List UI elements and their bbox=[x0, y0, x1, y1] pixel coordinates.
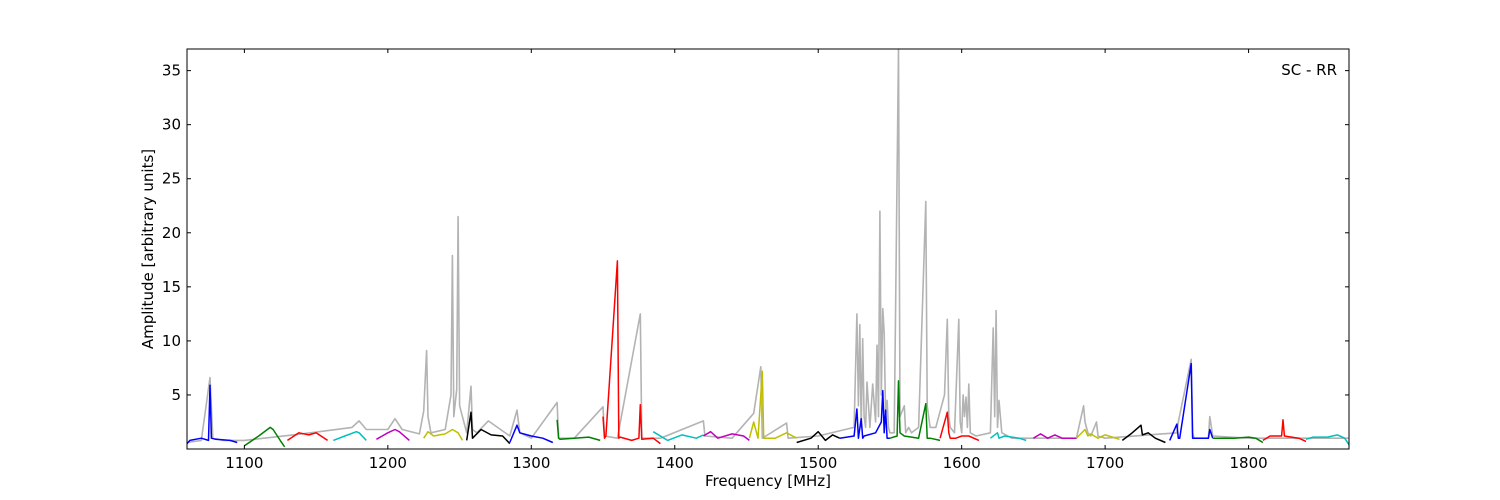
spectrum-segment-13 bbox=[748, 370, 798, 439]
spectrum-segment-24 bbox=[1262, 419, 1307, 443]
y-tick-label: 10 bbox=[162, 332, 181, 350]
x-tick-label: 1500 bbox=[799, 454, 837, 472]
x-tick-label: 1600 bbox=[943, 454, 981, 472]
spectrum-segment-15 bbox=[839, 389, 890, 439]
x-tick-label: 1200 bbox=[369, 454, 407, 472]
spectrum-segment-11 bbox=[652, 431, 704, 442]
plot-annotation: SC - RR bbox=[1281, 61, 1337, 79]
spectrum-segment-6 bbox=[423, 428, 464, 441]
spectrum-segment-3 bbox=[286, 432, 329, 442]
spectrum-segment-22 bbox=[1169, 362, 1214, 441]
spectrum-segment-23 bbox=[1212, 436, 1264, 444]
spectrum-segment-17 bbox=[939, 411, 980, 442]
x-tick-label: 1300 bbox=[512, 454, 550, 472]
spectrum-segment-19 bbox=[1033, 433, 1077, 439]
x-tick-label: 1100 bbox=[225, 454, 263, 472]
y-tick-label: 25 bbox=[162, 170, 181, 188]
x-tick-label: 1800 bbox=[1229, 454, 1267, 472]
x-tick-label: 1700 bbox=[1086, 454, 1124, 472]
y-tick-label: 20 bbox=[162, 224, 181, 242]
x-tick-label: 1400 bbox=[656, 454, 694, 472]
plot-frame bbox=[186, 48, 1350, 450]
y-tick-label: 15 bbox=[162, 278, 181, 296]
spectrum-segment-10 bbox=[602, 260, 661, 445]
spectrum-segment-25 bbox=[1305, 434, 1350, 446]
y-tick-label: 5 bbox=[171, 386, 181, 404]
spectrum-segment-18 bbox=[989, 432, 1027, 442]
y-axis-label: Amplitude [arbitrary units] bbox=[139, 149, 157, 349]
spectrum-segment-21 bbox=[1121, 424, 1166, 444]
spectrum-segment-12 bbox=[703, 430, 750, 441]
spectrum-segment-1 bbox=[186, 384, 238, 445]
spectrum-segment-16 bbox=[889, 380, 941, 442]
spectrum-segment-2 bbox=[243, 426, 286, 448]
x-axis: 1100 1200 1300 1400 1500 1600 1700 1800 bbox=[225, 49, 1268, 472]
spectrum-segment-7 bbox=[465, 411, 511, 445]
background-spectrum-line bbox=[186, 48, 1349, 444]
spectrum-segment-4 bbox=[333, 430, 367, 442]
spectrum-segment-5 bbox=[376, 428, 410, 441]
spectrum-segment-9 bbox=[556, 419, 601, 442]
x-axis-label: Frequency [MHz] bbox=[705, 472, 831, 490]
y-axis: 5 10 15 20 25 30 35 bbox=[162, 62, 1349, 404]
plot-area bbox=[186, 48, 1350, 448]
spectrum-segment-8 bbox=[509, 424, 554, 444]
spectrum-segment-20 bbox=[1075, 428, 1120, 441]
spectrum-segment-14 bbox=[796, 430, 841, 444]
y-tick-label: 35 bbox=[162, 62, 181, 80]
y-tick-label: 30 bbox=[162, 116, 181, 134]
